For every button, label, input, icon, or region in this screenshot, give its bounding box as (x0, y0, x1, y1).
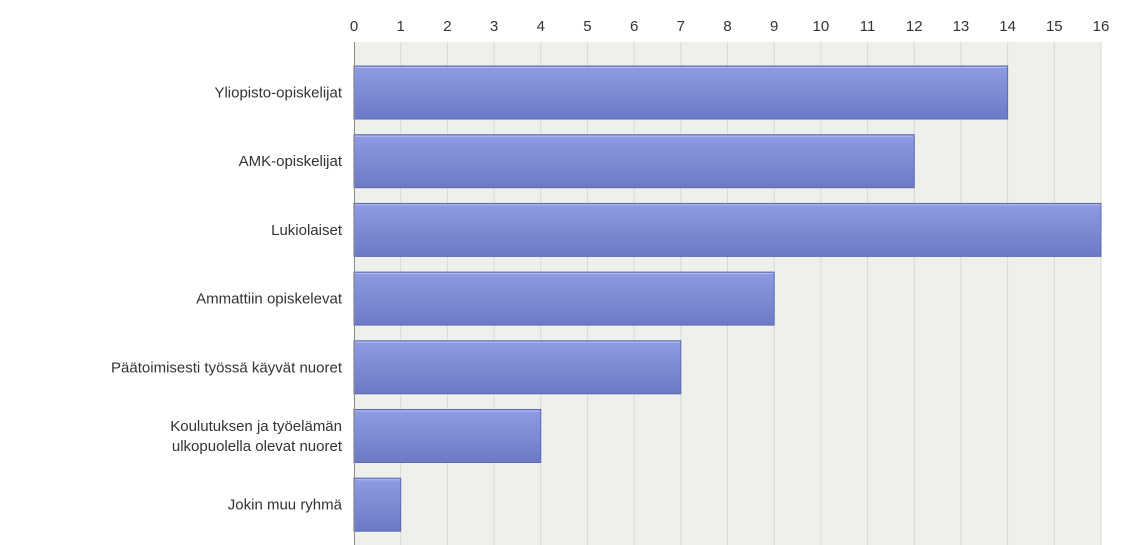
category-labels: Yliopisto-opiskelijat AMK-opiskelijat Luki… (111, 85, 343, 514)
category-label: Yliopisto-opiskelijat (214, 85, 342, 102)
bar (353, 340, 682, 395)
x-tick-label: 6 (630, 18, 638, 35)
x-tick-label: 1 (397, 18, 405, 35)
x-tick-label: 16 (1093, 18, 1110, 35)
category-label: Ammattiin opiskelevat (196, 291, 343, 308)
x-tick-label: 15 (1046, 18, 1063, 35)
x-tick-label: 11 (860, 18, 876, 35)
gridlines (400, 42, 1102, 545)
x-tick-label: 5 (583, 18, 591, 35)
x-tick-label: 2 (443, 18, 451, 35)
x-tick-label: 3 (490, 18, 498, 35)
category-label: AMK-opiskelijat (239, 153, 343, 170)
x-tick-label: 10 (813, 18, 830, 35)
category-label: Koulutuksen ja työelämän ulkopuolella ole… (170, 418, 343, 455)
x-axis-tick-labels: 0 1 2 3 4 5 6 7 8 9 10 11 12 13 14 15 16 (350, 18, 1110, 35)
x-tick-label: 0 (350, 18, 358, 35)
bar (353, 477, 402, 532)
x-tick-label: 4 (537, 18, 545, 35)
category-label: Päätoimisesti työssä käyvät nuoret (111, 359, 343, 376)
bar (353, 65, 1009, 120)
x-tick-label: 12 (906, 18, 923, 35)
category-label: Jokin muu ryhmä (228, 497, 343, 514)
bars (353, 65, 1102, 532)
bar (353, 409, 542, 463)
x-tick-label: 13 (953, 18, 970, 35)
x-tick-label: 14 (999, 18, 1016, 35)
bar (353, 134, 915, 189)
bar (353, 202, 1102, 257)
x-tick-label: 9 (770, 18, 778, 35)
x-tick-label: 7 (677, 18, 685, 35)
category-label: Lukiolaiset (271, 222, 343, 239)
x-tick-label: 8 (723, 18, 731, 35)
bar (353, 271, 775, 326)
